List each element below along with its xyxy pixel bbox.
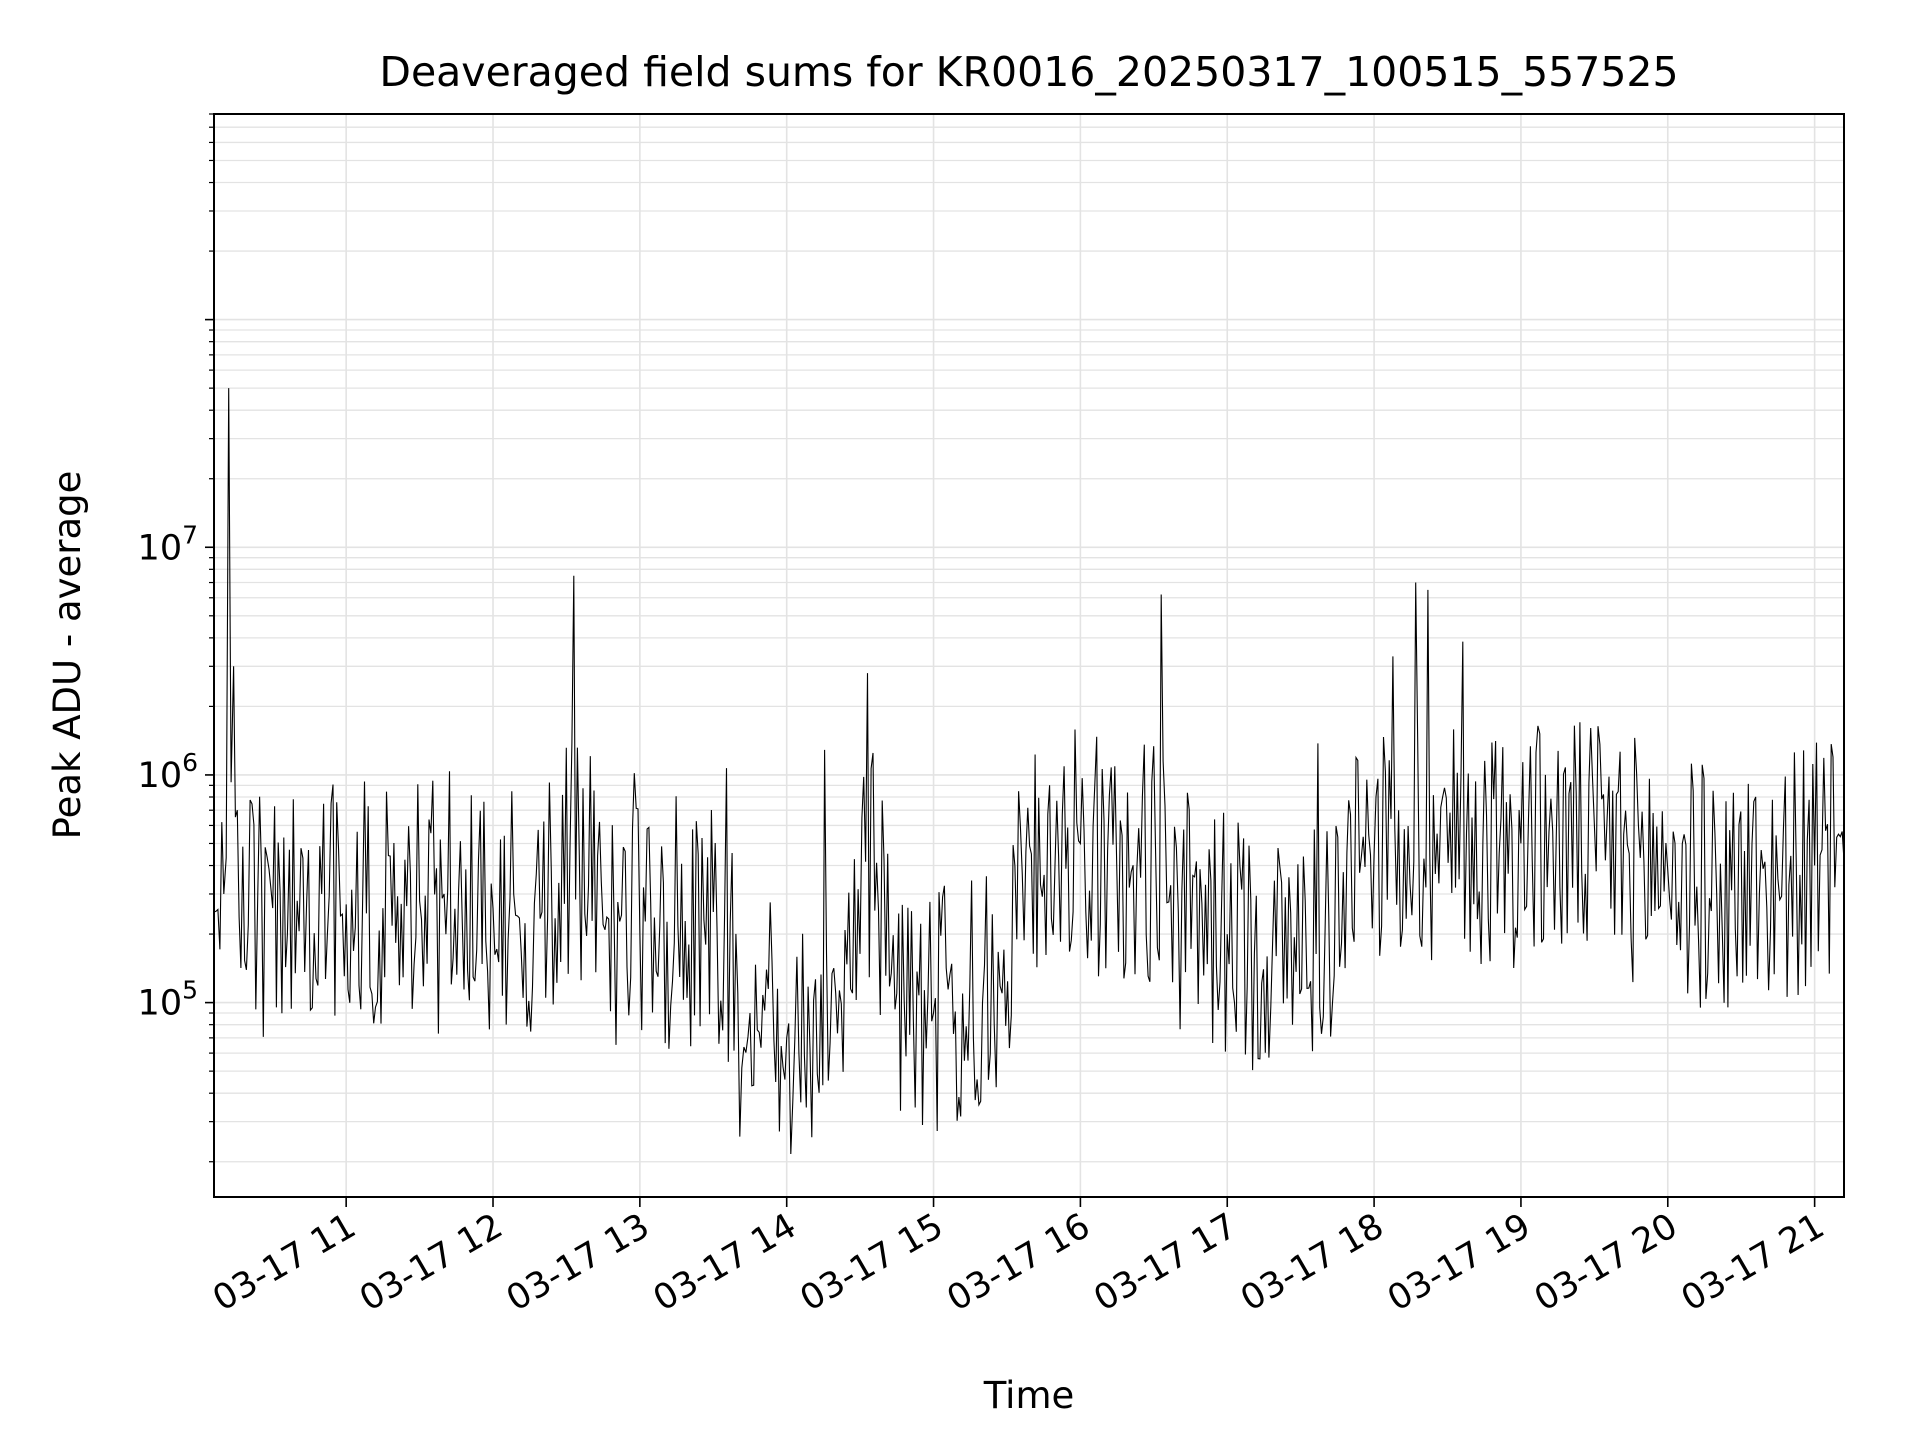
grid-lines (214, 113, 1844, 1197)
y-axis-label: Peak ADU - average (46, 471, 89, 840)
chart-title: Deaveraged field sums for KR0016_2025031… (379, 48, 1678, 96)
y-tick-label: 106 (138, 748, 198, 796)
y-tick-label: 105 (138, 976, 198, 1024)
series-lines (213, 388, 1845, 1155)
plot-frame (213, 113, 1845, 1198)
series-line (213, 388, 1845, 1155)
y-tick-label: 107 (138, 520, 198, 568)
x-axis-label: Time (983, 1374, 1075, 1417)
